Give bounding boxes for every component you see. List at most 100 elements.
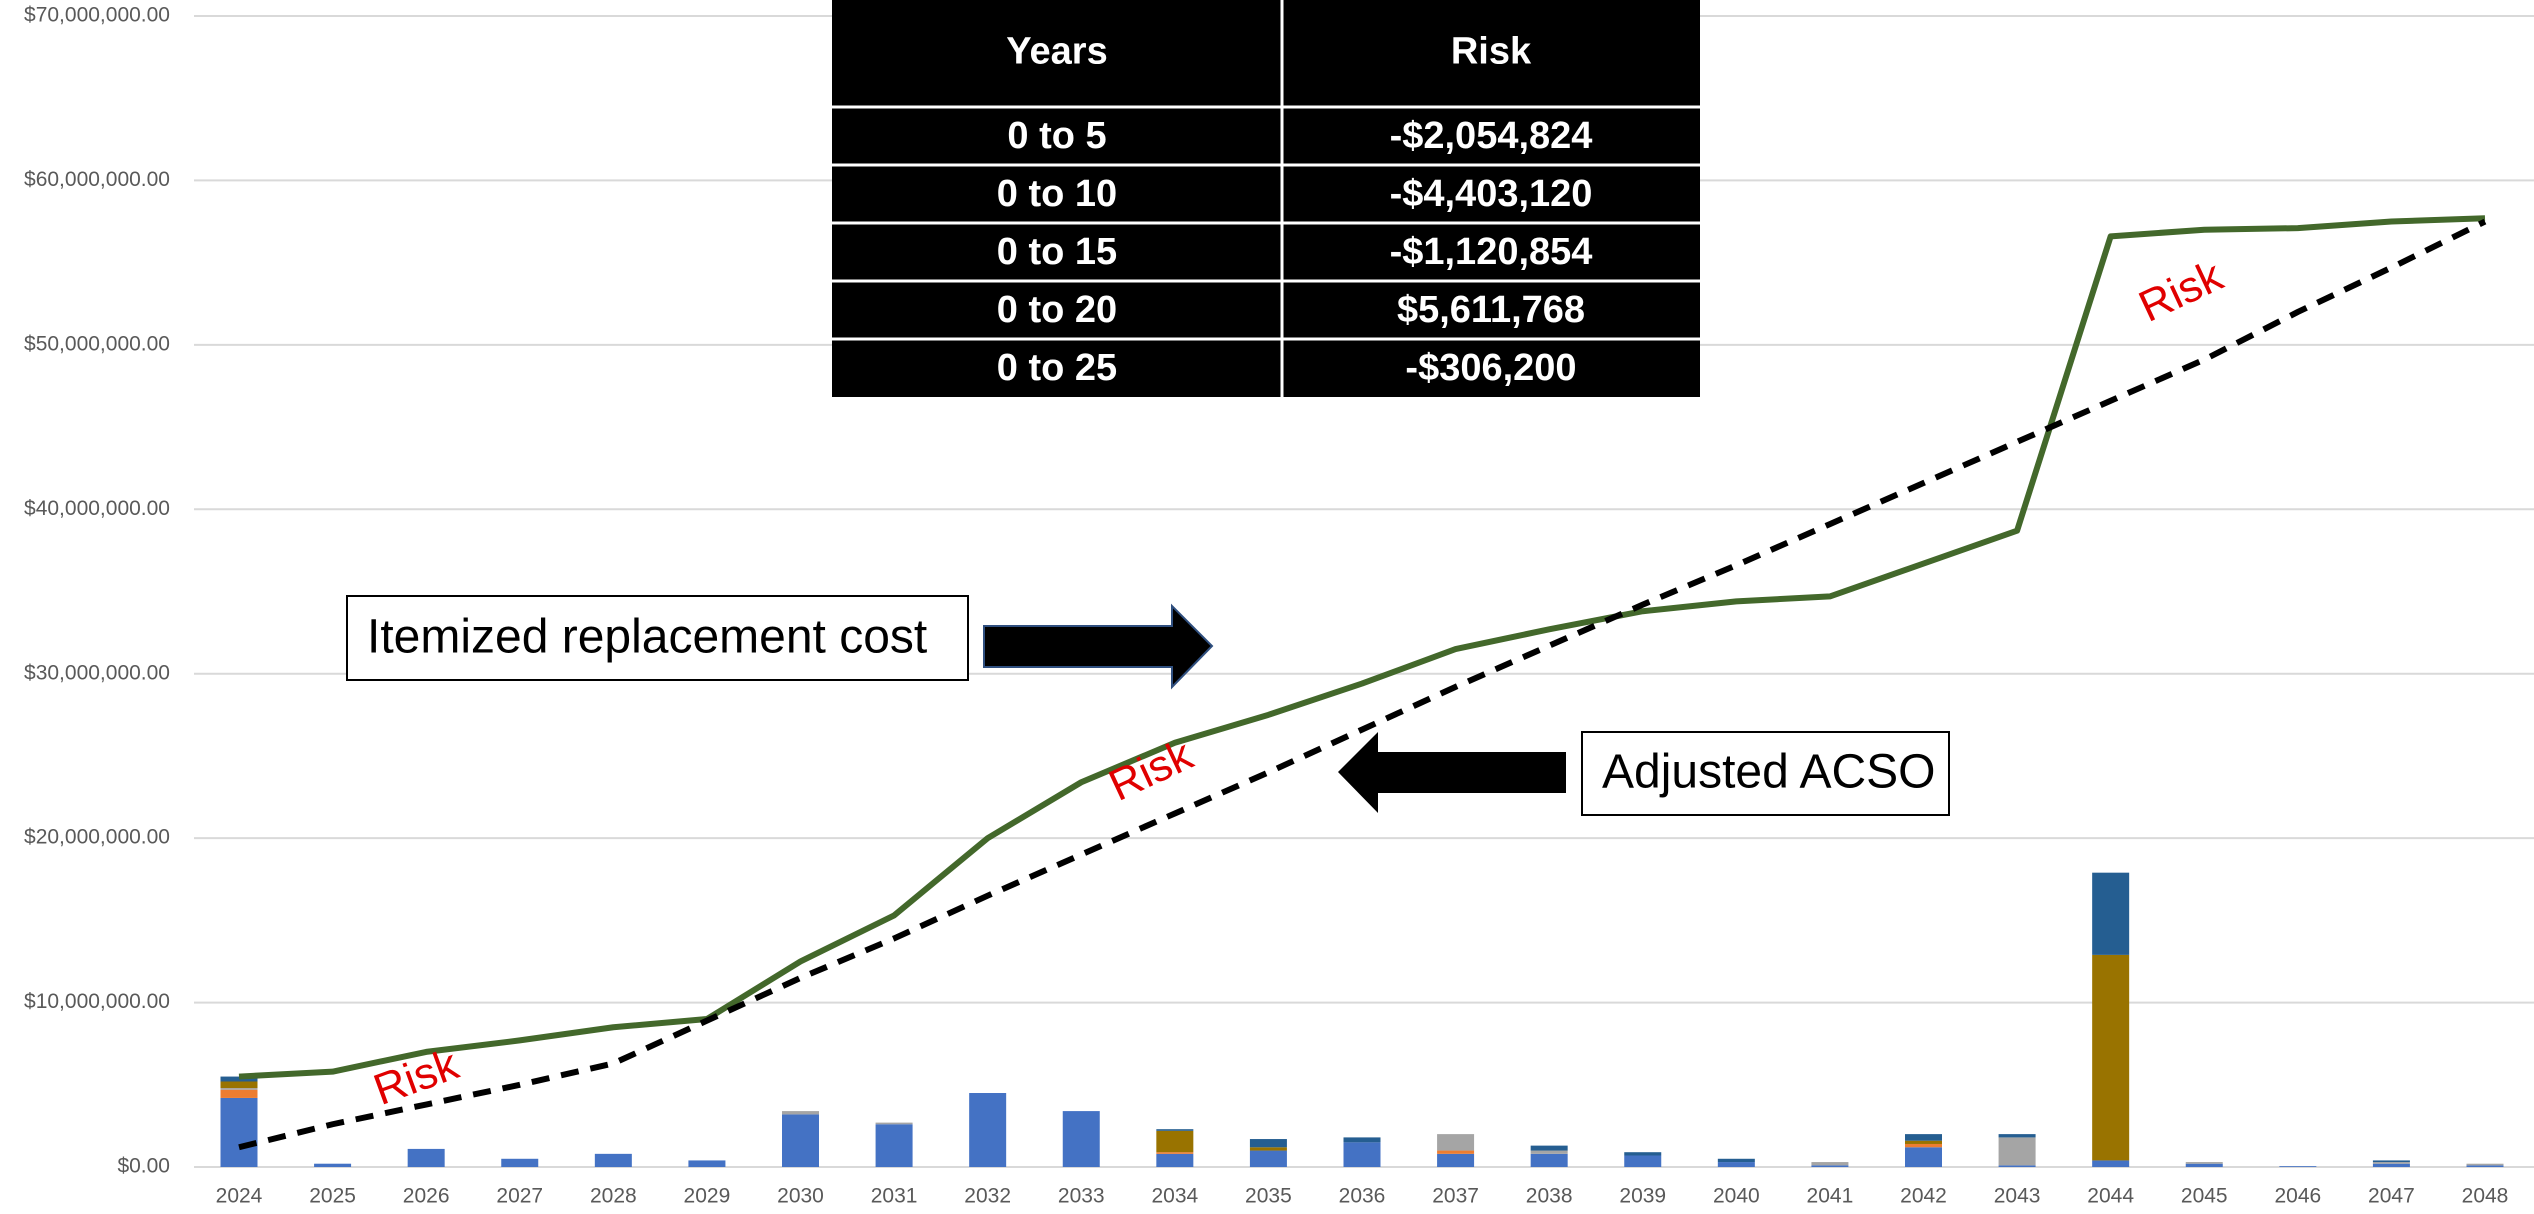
x-tick-label: 2045 xyxy=(2181,1185,2228,1208)
x-tick-label: 2024 xyxy=(216,1185,263,1208)
x-tick-label: 2035 xyxy=(1245,1185,1292,1208)
bar-segment xyxy=(2372,1160,2410,1163)
bar-segment xyxy=(2185,1163,2223,1167)
table-header: Years xyxy=(1006,31,1107,73)
bar-segment xyxy=(1530,1150,1568,1154)
bar-segment xyxy=(1249,1147,1287,1151)
bar-segment xyxy=(1343,1137,1381,1143)
x-tick-label: 2036 xyxy=(1339,1185,1386,1208)
y-tick-label: $70,000,000.00 xyxy=(24,4,170,27)
bar-segment xyxy=(1998,1165,2036,1167)
bars xyxy=(220,872,2504,1167)
y-tick-label: $30,000,000.00 xyxy=(24,661,170,684)
bar-segment xyxy=(2279,1166,2317,1167)
bar-segment xyxy=(1437,1134,1475,1151)
x-tick-label: 2027 xyxy=(496,1185,543,1208)
bar-segment xyxy=(1905,1147,1942,1167)
arrow xyxy=(1338,732,1566,813)
x-tick-label: 2034 xyxy=(1151,1185,1198,1208)
table-cell: 0 to 5 xyxy=(1007,115,1106,157)
x-tick-label: 2039 xyxy=(1619,1185,1666,1208)
x-tick-label: 2038 xyxy=(1526,1185,1573,1208)
risk-label: Risk xyxy=(2132,251,2231,332)
label-box xyxy=(346,595,969,681)
bar-segment xyxy=(782,1111,819,1115)
table-background xyxy=(832,0,1700,397)
bar-segment xyxy=(594,1153,632,1167)
bar-segment xyxy=(1905,1140,1942,1144)
bar-segment xyxy=(1717,1158,1755,1163)
table-header: Risk xyxy=(1451,31,1532,73)
x-tick-label: 2032 xyxy=(964,1185,1011,1208)
x-tick-label: 2031 xyxy=(871,1185,918,1208)
bar-segment xyxy=(1437,1153,1475,1167)
x-tick-label: 2043 xyxy=(1994,1185,2041,1208)
table-cell: 0 to 10 xyxy=(997,173,1117,215)
table-cell: 0 to 25 xyxy=(997,347,1117,389)
bar-segment xyxy=(407,1148,445,1167)
bar-segment xyxy=(1624,1155,1662,1167)
x-tick-label: 2047 xyxy=(2368,1185,2415,1208)
bar-segment xyxy=(2466,1165,2504,1167)
x-tick-label: 2033 xyxy=(1058,1185,1105,1208)
bar-segment xyxy=(1717,1162,1755,1167)
bar-segment xyxy=(220,1097,258,1167)
bar-segment xyxy=(1811,1162,1849,1166)
table-cell: -$306,200 xyxy=(1405,347,1576,389)
annotation: Adjusted ACSO xyxy=(1602,746,1936,799)
bar-segment xyxy=(1249,1150,1287,1167)
x-tick-label: 2026 xyxy=(403,1185,450,1208)
x-tick-label: 2028 xyxy=(590,1185,637,1208)
x-tick-label: 2041 xyxy=(1807,1185,1854,1208)
label-box xyxy=(1581,731,1950,816)
bar-segment xyxy=(2372,1163,2410,1167)
bar-segment xyxy=(1905,1134,1942,1141)
table-cell: 0 to 15 xyxy=(997,231,1117,273)
bar-segment xyxy=(2185,1162,2223,1164)
bar-segment xyxy=(1156,1129,1194,1131)
bar-segment xyxy=(314,1163,352,1167)
y-tick-label: $20,000,000.00 xyxy=(24,826,170,849)
line xyxy=(238,218,2487,1151)
line xyxy=(238,215,2486,1080)
bar-segment xyxy=(220,1089,258,1098)
bar-segment xyxy=(2092,954,2130,1161)
x-tick-label: 2029 xyxy=(684,1185,731,1208)
x-tick-label: 2044 xyxy=(2087,1185,2134,1208)
bar-segment xyxy=(2092,872,2130,955)
x-tick-label: 2040 xyxy=(1713,1185,1760,1208)
table-cell: $5,611,768 xyxy=(1397,289,1585,331)
arrow xyxy=(983,603,1214,690)
table-cell: -$1,120,854 xyxy=(1390,231,1593,273)
bar-segment xyxy=(1343,1142,1381,1167)
table-cell: 0 to 20 xyxy=(997,289,1117,331)
bar-segment xyxy=(2372,1162,2410,1164)
x-tick-label: 2048 xyxy=(2462,1185,2509,1208)
y-tick-label: $0.00 xyxy=(117,1155,170,1178)
bar-segment xyxy=(1530,1145,1568,1151)
bar-segment xyxy=(969,1093,1007,1167)
bar-segment xyxy=(875,1122,913,1125)
bar-segment xyxy=(1156,1153,1194,1167)
y-tick-label: $10,000,000.00 xyxy=(24,990,170,1013)
bar-segment xyxy=(1437,1150,1475,1154)
bar-segment xyxy=(782,1114,819,1167)
bar-segment xyxy=(1624,1152,1662,1156)
bar-segment xyxy=(2466,1163,2504,1166)
grid: $0.00 $10,000,000.00 $20,000,000.00 $30,000… xyxy=(24,4,2534,1208)
y-tick-label: $50,000,000.00 xyxy=(24,332,170,355)
bar-segment xyxy=(220,1081,258,1089)
bar-segment xyxy=(1156,1130,1194,1153)
bar-segment xyxy=(501,1158,539,1167)
x-tick-label: 2042 xyxy=(1900,1185,1947,1208)
bar-segment xyxy=(1905,1143,1942,1148)
risk-table: Years Risk 0 to 5 -$2,054,824 0 to 10 -$4,403… xyxy=(832,0,1700,397)
annotation: Itemized replacement cost xyxy=(367,611,927,664)
bar-segment xyxy=(875,1124,913,1167)
bar-segment xyxy=(1811,1165,1849,1167)
y-tick-label: $40,000,000.00 xyxy=(24,497,170,520)
bar-segment xyxy=(1998,1137,2036,1166)
bar-segment xyxy=(1998,1134,2036,1138)
table-cell: -$4,403,120 xyxy=(1390,173,1593,215)
